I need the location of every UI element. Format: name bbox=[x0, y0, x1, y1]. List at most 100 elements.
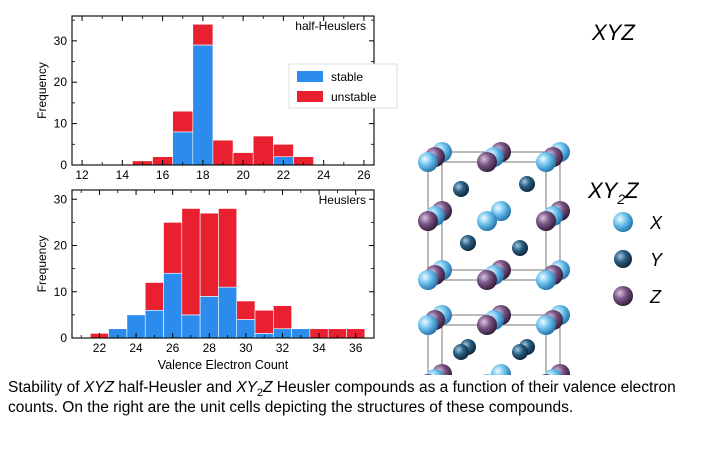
y-tick-label: 30 bbox=[54, 34, 68, 48]
atom-legend: X Y Z bbox=[613, 212, 664, 307]
bar-unstable-18 bbox=[192, 23, 214, 46]
panel-label: Heuslers bbox=[319, 193, 366, 207]
legend-label-unstable: unstable bbox=[331, 90, 377, 104]
x-tick-label: 24 bbox=[317, 168, 331, 182]
x-tick-label: 18 bbox=[196, 168, 210, 182]
caption-text-2: half-Heusler and bbox=[113, 379, 237, 396]
legend-swatch-unstable bbox=[297, 91, 323, 102]
bar-unstable-25 bbox=[144, 282, 164, 311]
y-tick-label: 10 bbox=[54, 285, 68, 299]
x-tick-label: 32 bbox=[276, 341, 290, 355]
atom-z bbox=[541, 374, 551, 375]
x-tick-label: 28 bbox=[203, 341, 217, 355]
atom-legend-y-label: Y bbox=[650, 250, 664, 270]
histogram-figure: 12 14 16 18 20 22 24 26 0 10 20 30 Frequency half-Heu… bbox=[35, 15, 398, 372]
heusler-unit-cell bbox=[418, 305, 570, 375]
caption-formula-subscript: 2 bbox=[257, 387, 264, 400]
bar-stable-17 bbox=[172, 131, 194, 166]
bar-unstable-30 bbox=[236, 300, 256, 320]
panel-label: half-Heuslers bbox=[295, 19, 366, 33]
bar-unstable-28 bbox=[199, 212, 219, 297]
y-tick-label: 30 bbox=[54, 192, 68, 206]
x-tick-label: 12 bbox=[75, 168, 89, 182]
caption-formula-xy: XY bbox=[236, 379, 257, 396]
bar-unstable-31 bbox=[254, 309, 274, 334]
atom-z bbox=[477, 315, 497, 335]
bar-unstable-17 bbox=[172, 110, 194, 133]
x-tick-label: 22 bbox=[93, 341, 107, 355]
atom-x bbox=[425, 369, 445, 375]
bar-stable-28 bbox=[199, 296, 219, 339]
y-axis-label: Frequency bbox=[35, 236, 49, 293]
atom-z bbox=[423, 374, 433, 375]
atom-legend-y-swatch bbox=[614, 250, 632, 268]
atom-x bbox=[543, 369, 563, 375]
atom-x bbox=[536, 315, 556, 335]
atom-x bbox=[418, 152, 438, 172]
bar-unstable-26 bbox=[163, 222, 183, 274]
atom-x bbox=[418, 270, 438, 290]
chart-legend: stable unstable bbox=[288, 63, 398, 109]
caption-text-1: Stability of bbox=[8, 379, 84, 396]
x-tick-label: 24 bbox=[129, 341, 143, 355]
atom-x bbox=[477, 211, 497, 231]
bar-unstable-19 bbox=[212, 139, 234, 166]
atom-legend-z: Z bbox=[613, 286, 662, 307]
bar-unstable-21 bbox=[252, 135, 274, 166]
caption-formula-z: Z bbox=[263, 379, 273, 396]
atom-z bbox=[536, 211, 556, 231]
histogram-panel-1: 12 14 16 18 20 22 24 26 0 10 20 30 Frequency half-Heu… bbox=[35, 15, 398, 182]
y-tick-label: 20 bbox=[54, 75, 68, 89]
atom-legend-x-label: X bbox=[649, 213, 663, 233]
atom-y bbox=[453, 344, 469, 360]
bar-unstable-22 bbox=[273, 144, 294, 158]
atom-y bbox=[519, 176, 535, 192]
bar-stable-29 bbox=[218, 286, 238, 339]
heusler-formula-part-2: Z bbox=[624, 178, 640, 203]
bar-stable-26 bbox=[163, 272, 183, 339]
x-tick-label: 16 bbox=[156, 168, 170, 182]
x-tick-label: 36 bbox=[349, 341, 363, 355]
y-tick-label: 20 bbox=[54, 239, 68, 253]
x-tick-label: 14 bbox=[116, 168, 130, 182]
atom-x bbox=[536, 152, 556, 172]
unit-cell-figure: XYZ XY2Z X Y Z bbox=[418, 20, 664, 375]
half-heusler-formula-label: XYZ bbox=[591, 20, 636, 45]
legend-label-stable: stable bbox=[331, 70, 363, 84]
atom-legend-x: X bbox=[613, 212, 663, 233]
atom-z bbox=[477, 152, 497, 172]
atom-y bbox=[512, 240, 528, 256]
atom-x bbox=[491, 201, 511, 221]
x-tick-label: 20 bbox=[236, 168, 250, 182]
y-tick-label: 0 bbox=[60, 158, 67, 172]
atom-legend-z-swatch bbox=[613, 286, 633, 306]
heusler-formula-label: XY2Z bbox=[587, 178, 640, 207]
caption-formula-xyz: XYZ bbox=[83, 379, 114, 396]
bar-stable-27 bbox=[181, 314, 201, 339]
x-tick-label: 26 bbox=[357, 168, 371, 182]
bar-unstable-27 bbox=[181, 208, 201, 316]
atom-x bbox=[482, 374, 492, 375]
atom-y bbox=[453, 181, 469, 197]
x-tick-label: 22 bbox=[277, 168, 291, 182]
plot-frame bbox=[71, 189, 375, 339]
atom-z bbox=[477, 270, 497, 290]
figure-caption: Stability of XYZ half-Heusler and XY2Z H… bbox=[8, 378, 714, 418]
half-heusler-formula-text: XYZ bbox=[591, 20, 636, 45]
atom-z bbox=[418, 211, 438, 231]
caption-text-3: Heusler compounds as a function of their… bbox=[8, 379, 676, 416]
bar-unstable-32 bbox=[273, 305, 292, 330]
y-tick-label: 0 bbox=[60, 331, 67, 345]
atom-legend-y: Y bbox=[614, 250, 664, 270]
atom-y bbox=[460, 235, 476, 251]
atom-x bbox=[536, 270, 556, 290]
y-axis-label: Frequency bbox=[35, 62, 49, 119]
x-axis-label: Valence Electron Count bbox=[158, 358, 289, 372]
atom-legend-z-label: Z bbox=[649, 287, 662, 307]
x-tick-label: 30 bbox=[239, 341, 253, 355]
bar-stable-18 bbox=[192, 44, 214, 166]
x-tick-label: 26 bbox=[166, 341, 180, 355]
atom-legend-x-swatch bbox=[613, 212, 633, 232]
heusler-formula-subscript: 2 bbox=[616, 191, 625, 207]
atom-x bbox=[418, 315, 438, 335]
